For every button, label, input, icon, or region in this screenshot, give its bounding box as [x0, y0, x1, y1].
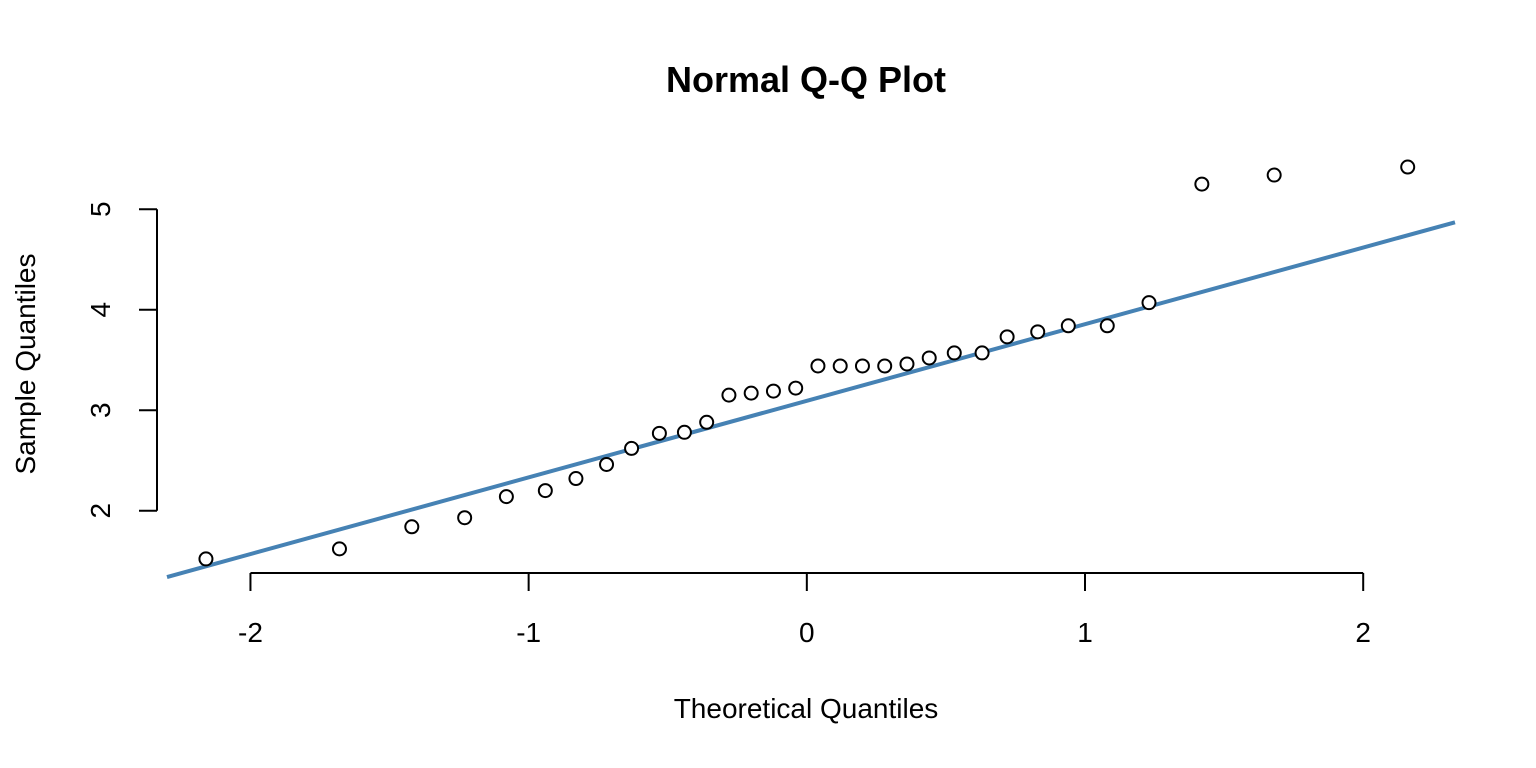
data-point [946, 345, 962, 361]
data-point [651, 425, 667, 441]
data-point [721, 387, 737, 403]
data-point [1400, 159, 1416, 175]
reference-line-layer [166, 220, 1456, 579]
data-point [457, 510, 473, 526]
y-tick-label: 4 [85, 302, 116, 318]
x-tick-label: 0 [799, 617, 815, 648]
qq-reference-line [166, 220, 1456, 579]
x-tick-label: -1 [516, 617, 541, 648]
data-point [568, 471, 584, 487]
data-point [832, 358, 848, 374]
data-point [498, 489, 514, 505]
data-point [1099, 318, 1115, 334]
data-point [765, 383, 781, 399]
data-point [1194, 176, 1210, 192]
data-point [404, 519, 420, 535]
data-point [854, 358, 870, 374]
data-point [974, 345, 990, 361]
y-axis-label: Sample Quantiles [10, 253, 41, 474]
data-point [921, 350, 937, 366]
y-tick-label: 5 [85, 201, 116, 217]
points-layer [198, 159, 1416, 567]
data-point [599, 456, 615, 472]
data-point [198, 551, 214, 567]
x-axis-label: Theoretical Quantiles [674, 693, 939, 724]
data-point [676, 424, 692, 440]
x-tick-label: 1 [1077, 617, 1093, 648]
y-tick-label: 3 [85, 402, 116, 418]
data-point [877, 358, 893, 374]
data-point [999, 329, 1015, 345]
data-point [1060, 318, 1076, 334]
y-tick-label: 2 [85, 503, 116, 519]
data-point [899, 356, 915, 372]
data-point [1030, 324, 1046, 340]
data-point [810, 358, 826, 374]
x-axis: -2 -1 0 1 2 [238, 572, 1371, 648]
chart-title: Normal Q-Q Plot [666, 59, 946, 100]
data-point [1141, 295, 1157, 311]
data-point [1266, 167, 1282, 183]
data-point [537, 483, 553, 499]
x-tick-label: 2 [1355, 617, 1371, 648]
data-point [788, 380, 804, 396]
data-point [743, 385, 759, 401]
data-point [624, 440, 640, 456]
y-axis: 2 3 4 5 [85, 201, 158, 519]
x-tick-label: -2 [238, 617, 263, 648]
data-point [331, 541, 347, 557]
data-point [699, 414, 715, 430]
